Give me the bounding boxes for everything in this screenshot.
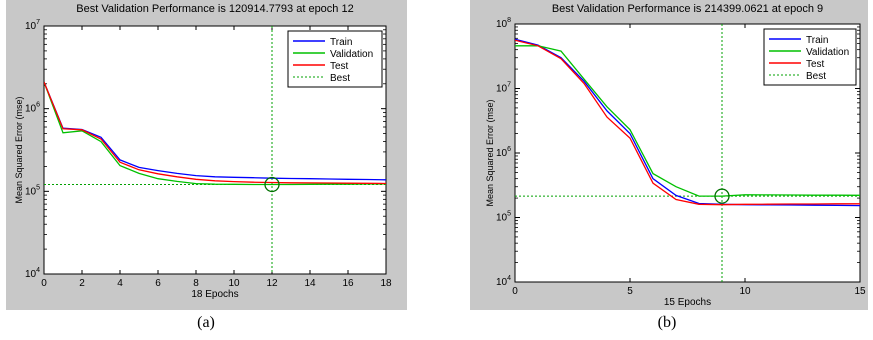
chart0-legend-label-validation: Validation — [330, 49, 373, 60]
chart0-best-marker — [264, 176, 280, 193]
chart1-ytick-exp: 8 — [507, 17, 511, 24]
chart0-legend-label-test: Test — [330, 61, 349, 72]
chart1-xtick-label: 15 — [854, 286, 866, 297]
chart0-ytick-label: 104 — [25, 267, 40, 280]
chart0-ytick-label: 105 — [25, 184, 40, 197]
chart1-ytick-label: 108 — [496, 17, 511, 30]
chart1-series-group — [515, 38, 860, 207]
chart0-ytick-base: 10 — [25, 186, 37, 197]
chart0-ytick-base: 10 — [25, 104, 37, 115]
chart0-ytick-exp: 4 — [36, 267, 40, 274]
chart1-legend-label-test: Test — [806, 59, 825, 70]
chart1-series-test — [515, 39, 860, 206]
chart1-xtick-label: 0 — [512, 286, 518, 297]
panel-a: Best Validation Performance is 120914.77… — [6, 0, 407, 310]
chart0-ytick-label: 106 — [25, 102, 40, 115]
chart0-title: Best Validation Performance is 120914.77… — [76, 3, 353, 15]
chart0-xtick-label: 18 — [380, 278, 392, 289]
chart1-ytick-exp: 4 — [507, 275, 511, 282]
chart0-xtick-label: 16 — [342, 278, 354, 289]
chart0-ytick-exp: 6 — [36, 102, 40, 109]
chart1-ytick-exp: 5 — [507, 211, 511, 218]
chart1-xtick-label: 10 — [739, 286, 751, 297]
chart1-ytick-exp: 7 — [507, 82, 511, 89]
chart1-ytick-base: 10 — [496, 148, 508, 159]
chart0-xtick-label: 12 — [266, 278, 278, 289]
caption-b: (b) — [657, 314, 677, 331]
chart0-series-train — [44, 81, 386, 181]
chart0-series-group — [44, 81, 386, 186]
chart1-xlabel: 15 Epochs — [664, 297, 711, 308]
chart1-ytick-label: 105 — [496, 211, 511, 224]
chart0-ytick-exp: 5 — [36, 184, 40, 191]
chart1-ytick-base: 10 — [496, 19, 508, 30]
chart1-xtick-label: 5 — [627, 286, 633, 297]
chart0-xtick-label: 8 — [193, 278, 199, 289]
chart0-xtick-label: 10 — [228, 278, 240, 289]
chart1-series-train — [515, 38, 860, 207]
chart0-series-validation — [44, 81, 386, 186]
chart0-ytick-exp: 7 — [36, 19, 40, 26]
chart1-ytick-base: 10 — [496, 277, 508, 288]
chart-a-svg: Best Validation Performance is 120914.77… — [14, 3, 392, 300]
chart1-ytick-label: 107 — [496, 82, 511, 95]
chart0-ylabel: Mean Squared Error (mse) — [14, 96, 24, 203]
chart0-ytick-base: 10 — [25, 21, 37, 32]
chart1-ytick-label: 104 — [496, 275, 511, 288]
chart1-legend-label-best: Best — [806, 71, 826, 82]
panel-b: Best Validation Performance is 214399.06… — [470, 0, 868, 310]
chart0-legend-label-train: Train — [330, 37, 352, 48]
chart0-xtick-label: 0 — [41, 278, 47, 289]
chart0-xtick-label: 2 — [79, 278, 85, 289]
chart-b-svg: Best Validation Performance is 214399.06… — [485, 3, 866, 308]
chart0-xtick-label: 14 — [304, 278, 316, 289]
chart1-ytick-label: 106 — [496, 146, 511, 159]
chart1-best-marker — [714, 188, 730, 204]
chart1-ytick-exp: 6 — [507, 146, 511, 153]
chart1-legend-label-validation: Validation — [806, 47, 849, 58]
caption-a: (a) — [197, 314, 215, 331]
chart1-ytick-base: 10 — [496, 84, 508, 95]
chart0-xlabel: 18 Epochs — [191, 289, 238, 300]
chart1-legend-label-train: Train — [806, 35, 828, 46]
chart0-xtick-label: 6 — [155, 278, 161, 289]
chart0-ytick-label: 107 — [25, 19, 40, 32]
chart0-ytick-base: 10 — [25, 269, 37, 280]
chart0-xtick-label: 4 — [117, 278, 123, 289]
chart1-series-validation — [515, 45, 860, 197]
chart0-series-test — [44, 81, 386, 185]
chart1-title: Best Validation Performance is 214399.06… — [552, 3, 823, 15]
chart1-ytick-base: 10 — [496, 213, 508, 224]
chart1-ylabel: Mean Squared Error (mse) — [485, 99, 495, 206]
chart0-legend-label-best: Best — [330, 73, 350, 84]
